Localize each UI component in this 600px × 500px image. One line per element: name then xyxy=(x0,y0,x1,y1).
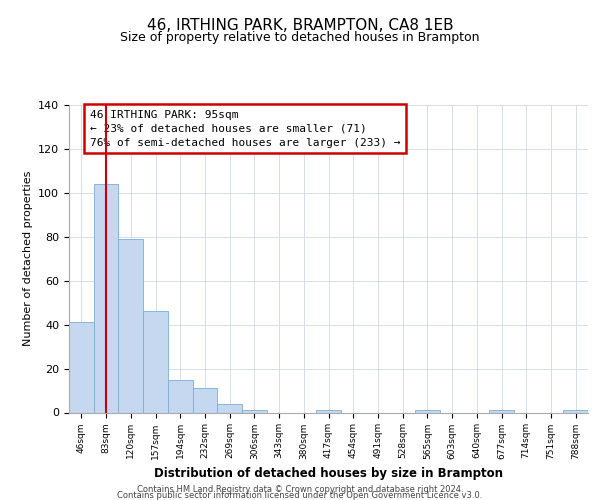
Text: Contains public sector information licensed under the Open Government Licence v3: Contains public sector information licen… xyxy=(118,491,482,500)
Text: Size of property relative to detached houses in Brampton: Size of property relative to detached ho… xyxy=(120,31,480,44)
X-axis label: Distribution of detached houses by size in Brampton: Distribution of detached houses by size … xyxy=(154,467,503,480)
Text: 46 IRTHING PARK: 95sqm
← 23% of detached houses are smaller (71)
76% of semi-det: 46 IRTHING PARK: 95sqm ← 23% of detached… xyxy=(90,110,400,148)
Text: Contains HM Land Registry data © Crown copyright and database right 2024.: Contains HM Land Registry data © Crown c… xyxy=(137,484,463,494)
Bar xyxy=(69,322,94,412)
Bar xyxy=(563,410,588,412)
Bar xyxy=(489,410,514,412)
Bar xyxy=(217,404,242,412)
Y-axis label: Number of detached properties: Number of detached properties xyxy=(23,171,32,346)
Bar xyxy=(168,380,193,412)
Bar xyxy=(242,410,267,412)
Text: 46, IRTHING PARK, BRAMPTON, CA8 1EB: 46, IRTHING PARK, BRAMPTON, CA8 1EB xyxy=(146,18,454,32)
Bar xyxy=(118,239,143,412)
Bar xyxy=(316,410,341,412)
Bar xyxy=(415,410,440,412)
Bar xyxy=(143,312,168,412)
Bar xyxy=(193,388,217,412)
Bar xyxy=(94,184,118,412)
